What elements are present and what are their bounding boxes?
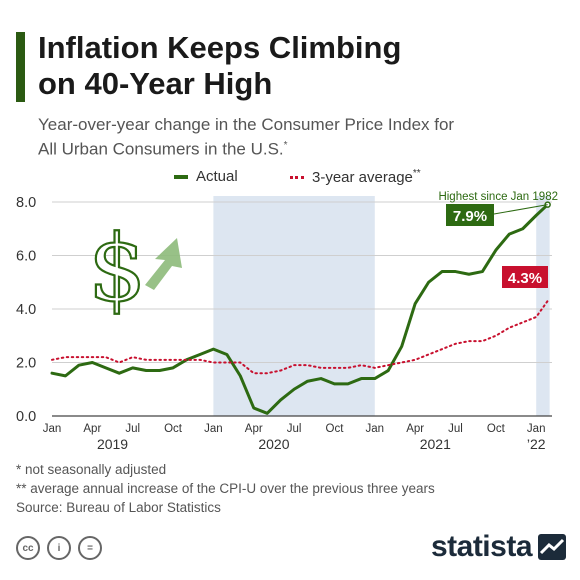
title-line-2: on 40-Year High: [38, 66, 273, 101]
legend-footnote-mark: **: [412, 168, 421, 179]
x-year-label-1: 2020: [258, 436, 289, 452]
legend-swatch-average: [290, 175, 304, 179]
x-tick-label-5: Apr: [245, 423, 263, 435]
legend-item-average: 3-year average**: [290, 168, 421, 186]
chart-title: Inflation Keeps Climbing on 40-Year High: [38, 30, 568, 102]
x-tick-label-12: Jan: [527, 423, 546, 435]
x-tick-label-11: Oct: [487, 423, 506, 435]
brand-name: statista: [430, 530, 533, 563]
y-tick-label-3: 6.0: [16, 249, 36, 265]
shaded-periods: [213, 196, 550, 416]
y-tick-label-2: 4.0: [16, 302, 36, 318]
footnote-1: * not seasonally adjusted: [16, 462, 167, 477]
subtitle-line-1: Year-over-year change in the Consumer Pr…: [38, 115, 455, 134]
x-year-label-3: ’22: [527, 436, 546, 452]
cc-license-icon[interactable]: cc: [16, 536, 40, 560]
title-accent-bar: [16, 32, 25, 102]
dollar-decoration: $: [87, 214, 182, 323]
actual-end-label: 7.9%: [453, 208, 487, 225]
statista-logo-icon: [538, 534, 566, 560]
x-tick-label-7: Oct: [326, 423, 345, 435]
subtitle-line-2-wrap: All Urban Consumers in the U.S.*: [38, 135, 568, 160]
chart-subtitle: Year-over-year change in the Consumer Pr…: [38, 114, 568, 160]
up-arrow-icon: [145, 238, 182, 290]
grid-lines: [52, 201, 552, 417]
annotations: Highest since Jan 1982 7.9% 4.3%: [438, 191, 558, 288]
legend-swatch-actual: [174, 174, 188, 179]
source-note: Source: Bureau of Labor Statistics: [16, 500, 221, 515]
license-icons: cc i =: [16, 536, 102, 560]
legend-label-average: 3-year average: [312, 169, 413, 186]
x-tick-label-3: Oct: [164, 423, 183, 435]
x-year-label-2: 2021: [420, 436, 451, 452]
x-tick-label-2: Jul: [125, 423, 140, 435]
subtitle-line-2: All Urban Consumers in the U.S.: [38, 139, 284, 159]
y-tick-label-1: 2.0: [16, 356, 36, 372]
annotation-leader-actual: [493, 204, 548, 215]
subtitle-footnote-mark: *: [283, 140, 288, 151]
y-axis-ticks: 0.0 2.0 4.0 6.0 8.0: [16, 195, 36, 425]
footnotes: * not seasonally adjusted ** average ann…: [16, 460, 435, 517]
y-tick-label-4: 8.0: [16, 195, 36, 211]
x-tick-label-6: Jul: [287, 423, 302, 435]
average-end-label: 4.3%: [508, 270, 542, 287]
footnote-2: ** average annual increase of the CPI-U …: [16, 481, 435, 496]
annotation-highest: Highest since Jan 1982: [438, 191, 558, 203]
x-tick-label-8: Jan: [366, 423, 385, 435]
x-axis-ticks: Jan Apr Jul Oct Jan Apr Jul Oct Jan Apr Jul Oct Jan 2…: [43, 423, 546, 452]
x-tick-label-4: Jan: [204, 423, 223, 435]
x-tick-label-1: Apr: [83, 423, 101, 435]
y-tick-label-0: 0.0: [16, 409, 36, 425]
average-end-label-box: [502, 266, 548, 288]
x-tick-label-9: Apr: [406, 423, 424, 435]
title-line-1: Inflation Keeps Climbing: [38, 30, 402, 65]
series-line-actual: [50, 203, 550, 415]
x-tick-label-0: Jan: [43, 423, 62, 435]
dollar-sign-icon: $: [88, 215, 147, 322]
legend-item-actual: Actual: [174, 168, 238, 185]
no-derivatives-icon[interactable]: =: [78, 536, 102, 560]
line-chart: 0.0 2.0 4.0 6.0 8.0 Jan Apr Jul Oct Jan Apr Jul Oct…: [16, 191, 558, 452]
series-line-average: [51, 299, 549, 375]
x-year-label-0: 2019: [97, 436, 128, 452]
legend-label-actual: Actual: [196, 168, 238, 185]
series-lines: [50, 203, 550, 415]
attribution-icon[interactable]: i: [47, 536, 71, 560]
x-tick-label-10: Jul: [448, 423, 463, 435]
actual-end-label-box: [446, 204, 494, 226]
statista-logo[interactable]: statista: [431, 530, 566, 564]
legend-label-average-wrap: 3-year average**: [312, 168, 421, 186]
